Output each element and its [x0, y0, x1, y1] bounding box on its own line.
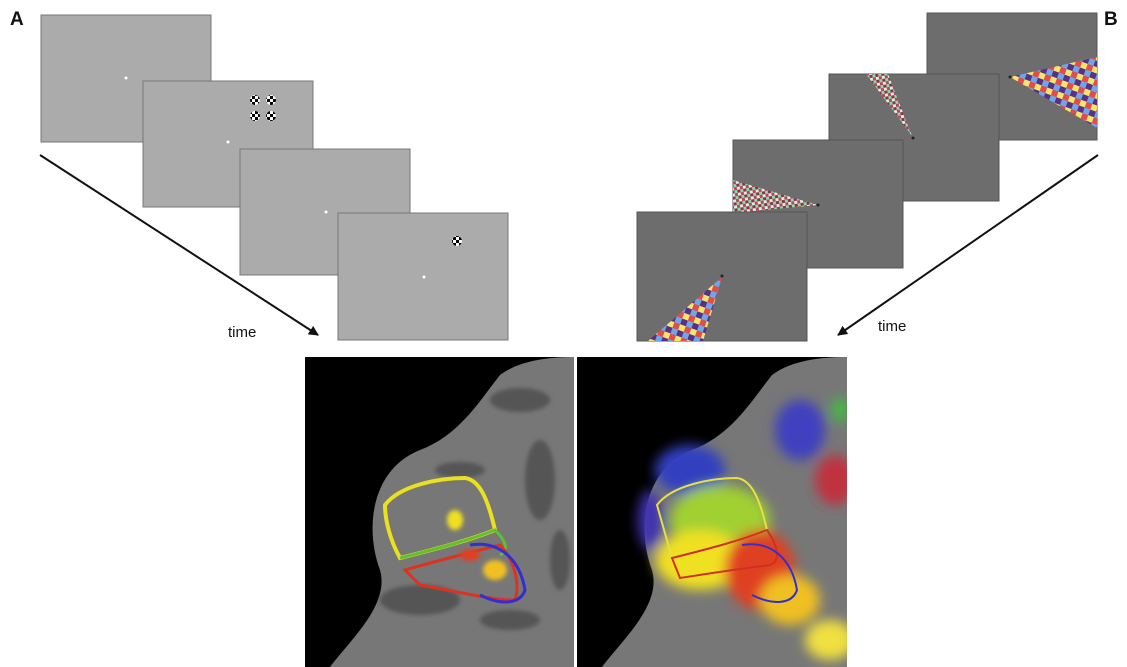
- figure-shape: [227, 141, 230, 144]
- figure-shape: [638, 490, 662, 550]
- figure-shape: [250, 111, 260, 121]
- figure-shape: [250, 95, 260, 105]
- time-label: time: [228, 324, 256, 341]
- panel-b-frames: [637, 13, 1097, 341]
- figure-shape: [325, 211, 328, 214]
- figure-shape: [775, 400, 825, 460]
- figure-shape: [266, 111, 276, 121]
- panel-label: B: [1104, 9, 1118, 30]
- figure-shape: [815, 455, 855, 505]
- figure-shape: [550, 530, 570, 590]
- figure-shape: [483, 560, 507, 580]
- figure-shape: [435, 462, 485, 478]
- figure: A B time time: [0, 0, 1127, 667]
- time-label: time: [878, 318, 906, 335]
- figure-shape: [817, 204, 820, 207]
- figure-shape: [452, 236, 462, 246]
- figure-shape: [125, 77, 128, 80]
- figure-shape: [266, 95, 276, 105]
- figure-shape: [480, 610, 540, 630]
- figure-shape: [832, 398, 848, 422]
- brain-panels: [305, 357, 855, 667]
- figure-shape: [574, 357, 577, 667]
- figure-shape: [490, 388, 550, 412]
- figure-shape: [1009, 76, 1012, 79]
- figure-shape: [447, 510, 463, 530]
- figure-shape: [805, 620, 855, 660]
- figure-shape: [912, 137, 915, 140]
- panel-a-frames: [41, 15, 508, 340]
- panel-label: A: [10, 9, 24, 30]
- figure-shape: [721, 275, 724, 278]
- figure-shape: [423, 276, 426, 279]
- figure-shape: [460, 549, 480, 561]
- figure-shape: [525, 440, 555, 520]
